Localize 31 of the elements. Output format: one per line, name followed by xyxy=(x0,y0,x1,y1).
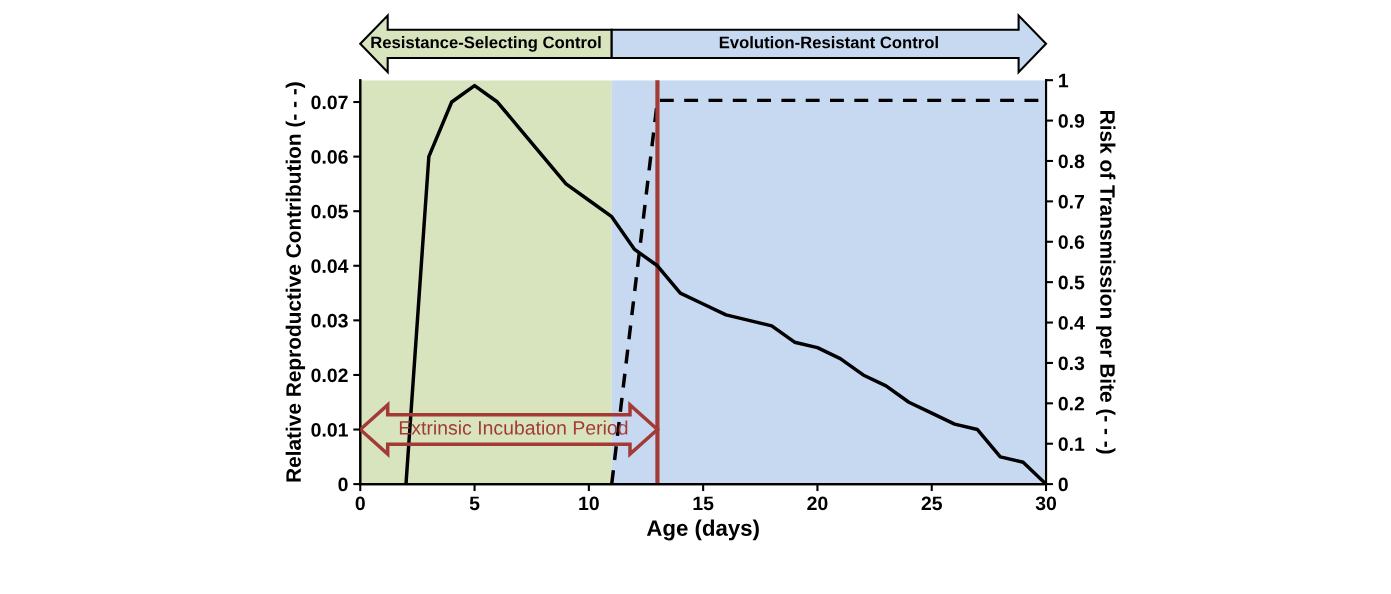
y-tick-label: 0.07 xyxy=(311,95,348,110)
y2-tick-label: 1 xyxy=(1059,73,1069,88)
y2-tick-label: 0.8 xyxy=(1058,154,1085,169)
band-label: Evolution-Resistant Control xyxy=(719,36,938,49)
x-tick-label: 15 xyxy=(693,496,714,511)
y-tick-label: 0.06 xyxy=(311,150,348,164)
x-tick-label: 30 xyxy=(1035,496,1057,511)
y2-tick-label: 0.4 xyxy=(1058,316,1085,330)
y2-tick-label: 0.6 xyxy=(1058,235,1085,249)
y-tick-label: 0.04 xyxy=(311,259,349,274)
y-tick-label: 0.01 xyxy=(311,422,348,437)
y-tick-label: 0.03 xyxy=(311,313,348,328)
y-axis-title: Relative Reproductive Contribution (- - -) xyxy=(285,82,306,482)
x-tick-label: 0 xyxy=(355,496,365,511)
y-tick-label: 0 xyxy=(338,477,348,492)
y2-tick-label: 0.5 xyxy=(1058,275,1085,290)
y2-tick-label: 0.1 xyxy=(1058,437,1085,451)
y2-tick-label: 0.7 xyxy=(1058,194,1085,209)
x-axis-title: Age (days) xyxy=(646,519,759,541)
x-tick-label: 20 xyxy=(807,496,828,511)
y2-tick-label: 0.3 xyxy=(1058,356,1085,371)
y2-tick-label: 0.2 xyxy=(1058,396,1085,411)
x-tick-label: 5 xyxy=(469,496,480,511)
x-tick-label: 10 xyxy=(579,496,599,511)
band-label: Resistance-Selecting Control xyxy=(371,36,601,52)
y2-tick-label: 0 xyxy=(1058,477,1068,492)
y-tick-label: 0.05 xyxy=(311,204,348,219)
y2-tick-label: 0.9 xyxy=(1058,114,1085,128)
x-tick-label: 25 xyxy=(921,496,943,511)
y-tick-label: 0.02 xyxy=(311,368,348,383)
y2-axis-title: Risk of Transmission per Bite (- - -) xyxy=(1096,111,1116,454)
